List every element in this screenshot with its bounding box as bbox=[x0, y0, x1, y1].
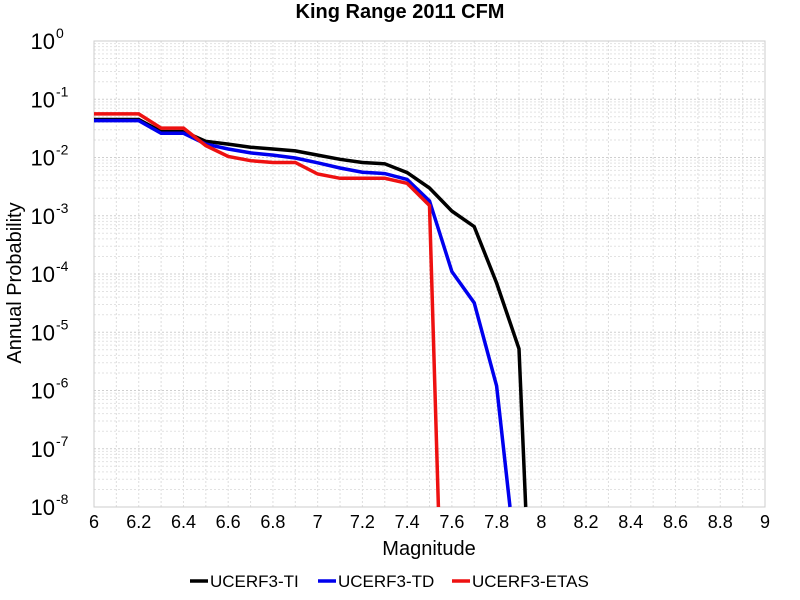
legend-label: UCERF3-TI bbox=[210, 572, 299, 591]
x-tick-label: 7.4 bbox=[395, 512, 420, 532]
y-tick-exponent: -7 bbox=[56, 433, 69, 449]
y-tick-label: 10 -8 bbox=[31, 491, 69, 520]
y-tick-label: 10 -5 bbox=[31, 316, 69, 345]
y-tick-exponent: -1 bbox=[56, 83, 69, 99]
y-tick-exponent: -5 bbox=[56, 316, 69, 332]
series-line-ucerf3-etas bbox=[94, 112, 441, 508]
y-tick-label: 10 0 bbox=[31, 25, 64, 54]
series-line-ucerf3-ti bbox=[94, 117, 528, 508]
y-tick-base: 10 bbox=[31, 437, 55, 462]
y-tick-base: 10 bbox=[31, 379, 55, 404]
series-lines bbox=[94, 112, 528, 508]
y-tick-label: 10 -1 bbox=[31, 83, 69, 112]
x-tick-label: 7 bbox=[313, 512, 323, 532]
y-tick-base: 10 bbox=[31, 146, 55, 171]
x-tick-label: 8.6 bbox=[663, 512, 688, 532]
y-tick-exponent: 0 bbox=[56, 25, 64, 41]
x-tick-label: 6.6 bbox=[216, 512, 241, 532]
x-tick-label: 7.8 bbox=[484, 512, 509, 532]
y-tick-exponent: -6 bbox=[56, 375, 69, 391]
x-tick-label: 9 bbox=[760, 512, 770, 532]
x-tick-label: 6.2 bbox=[126, 512, 151, 532]
x-tick-label: 7.2 bbox=[350, 512, 375, 532]
x-tick-label: 6.4 bbox=[171, 512, 196, 532]
series-line-ucerf3-td bbox=[94, 118, 512, 508]
y-tick-exponent: -4 bbox=[56, 258, 69, 274]
y-tick-exponent: -2 bbox=[56, 142, 69, 158]
plot-frame bbox=[93, 40, 766, 508]
legend-label: UCERF3-ETAS bbox=[472, 572, 589, 591]
y-tick-exponent: -8 bbox=[56, 491, 69, 507]
y-tick-base: 10 bbox=[31, 204, 55, 229]
y-tick-base: 10 bbox=[31, 495, 55, 520]
legend-item: UCERF3-TD bbox=[318, 572, 434, 591]
grid bbox=[93, 41, 766, 508]
y-tick-label: 10 -2 bbox=[31, 142, 69, 171]
y-tick-base: 10 bbox=[31, 320, 55, 345]
x-tick-label: 7.6 bbox=[439, 512, 464, 532]
y-tick-label: 10 -4 bbox=[31, 258, 69, 287]
x-axis-ticks: 6 6.2 6.4 6.6 6.8 7 7.2 7.4 7.6 7.8 8 8.2 8.4 8.6 8.8 9 bbox=[89, 512, 770, 532]
x-tick-label: 6 bbox=[89, 512, 99, 532]
y-tick-label: 10 -7 bbox=[31, 433, 69, 462]
x-tick-label: 8.8 bbox=[708, 512, 733, 532]
y-tick-base: 10 bbox=[31, 262, 55, 287]
chart-title: King Range 2011 CFM bbox=[296, 1, 505, 23]
y-tick-base: 10 bbox=[31, 29, 55, 54]
x-axis-label: Magnitude bbox=[382, 538, 475, 560]
y-tick-exponent: -3 bbox=[56, 200, 69, 216]
x-tick-label: 6.8 bbox=[260, 512, 285, 532]
x-tick-label: 8.2 bbox=[574, 512, 599, 532]
legend: UCERF3-TI UCERF3-TD UCERF3-ETAS bbox=[190, 572, 589, 591]
y-tick-label: 10 -6 bbox=[31, 375, 69, 404]
y-tick-base: 10 bbox=[31, 87, 55, 112]
legend-label: UCERF3-TD bbox=[338, 572, 434, 591]
y-axis-label: Annual Probability bbox=[4, 202, 26, 363]
legend-item: UCERF3-TI bbox=[190, 572, 299, 591]
x-tick-label: 8 bbox=[536, 512, 546, 532]
y-tick-label: 10 -3 bbox=[31, 200, 69, 229]
x-tick-label: 8.4 bbox=[618, 512, 643, 532]
legend-item: UCERF3-ETAS bbox=[452, 572, 589, 591]
